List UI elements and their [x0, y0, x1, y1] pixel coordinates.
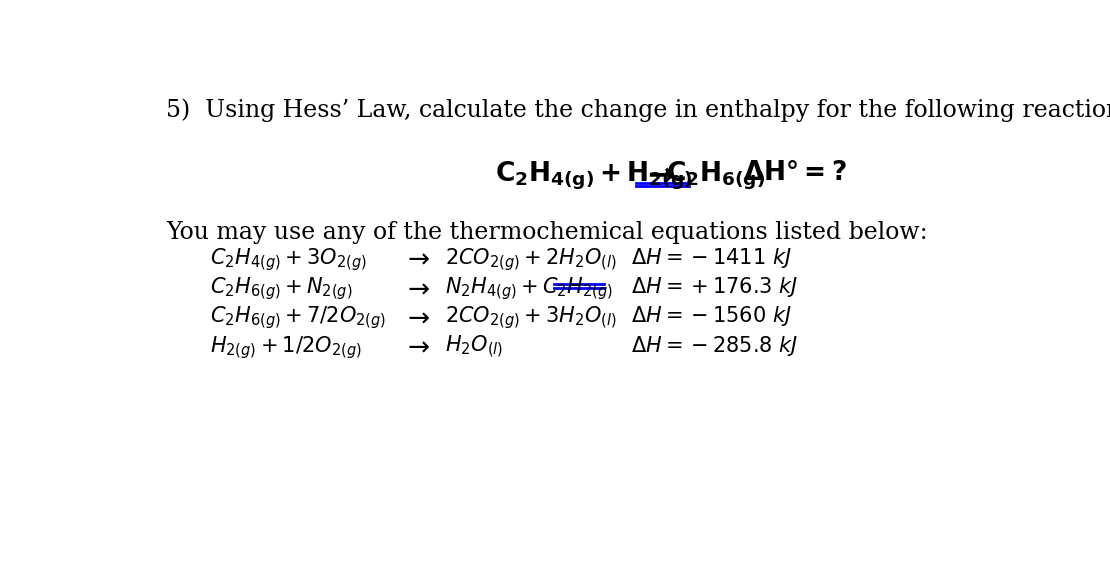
Text: $\bf{\rightarrow}$: $\bf{\rightarrow}$ — [640, 160, 675, 191]
Text: $\rightarrow$: $\rightarrow$ — [402, 276, 431, 300]
Text: $\rightarrow$: $\rightarrow$ — [402, 333, 431, 359]
Text: 5)  Using Hess’ Law, calculate the change in enthalpy for the following reaction: 5) Using Hess’ Law, calculate the change… — [165, 98, 1110, 122]
Text: $C_2H_{4(g)} + 3O_{2(g)}$: $C_2H_{4(g)} + 3O_{2(g)}$ — [210, 246, 366, 273]
Text: $H_{2(g)} + 1/2O_{2(g)}$: $H_{2(g)} + 1/2O_{2(g)}$ — [210, 333, 362, 360]
Text: $2CO_{2(g)} + 3H_2O_{(l)}$: $2CO_{2(g)} + 3H_2O_{(l)}$ — [445, 304, 617, 331]
Text: $\rightarrow$: $\rightarrow$ — [402, 246, 431, 271]
Text: $2CO_{2(g)} + 2H_2O_{(l)}$: $2CO_{2(g)} + 2H_2O_{(l)}$ — [445, 246, 617, 273]
Text: $\bf{C_2H_{6(g)}}$: $\bf{C_2H_{6(g)}}$ — [666, 160, 765, 192]
Text: $C_2H_{6(g)} + 7/2O_{2(g)}$: $C_2H_{6(g)} + 7/2O_{2(g)}$ — [210, 304, 386, 331]
Text: $\rightarrow$: $\rightarrow$ — [402, 304, 431, 329]
Text: $\bf{\Delta H° = ?}$: $\bf{\Delta H° = ?}$ — [744, 160, 847, 185]
Text: $\Delta H = +176.3\ kJ$: $\Delta H = +176.3\ kJ$ — [630, 276, 798, 299]
Text: $N_2H_{4(g)} + C_2H_{2(g)}$: $N_2H_{4(g)} + C_2H_{2(g)}$ — [445, 276, 613, 302]
Text: $\Delta H = -1411\ kJ$: $\Delta H = -1411\ kJ$ — [630, 246, 791, 270]
Text: $H_2O_{(l)}$: $H_2O_{(l)}$ — [445, 333, 503, 360]
Text: $\Delta H = -1560\ kJ$: $\Delta H = -1560\ kJ$ — [630, 304, 791, 328]
Text: $\bf{C_2H_{4(g)} + H_{2(g)}}$: $\bf{C_2H_{4(g)} + H_{2(g)}}$ — [495, 160, 693, 192]
Text: $\Delta H = -285.8\ kJ$: $\Delta H = -285.8\ kJ$ — [630, 333, 798, 358]
Text: You may use any of the thermochemical equations listed below:: You may use any of the thermochemical eq… — [165, 222, 928, 245]
Text: $C_2H_{6(g)} + N_{2(g)}$: $C_2H_{6(g)} + N_{2(g)}$ — [210, 276, 353, 302]
